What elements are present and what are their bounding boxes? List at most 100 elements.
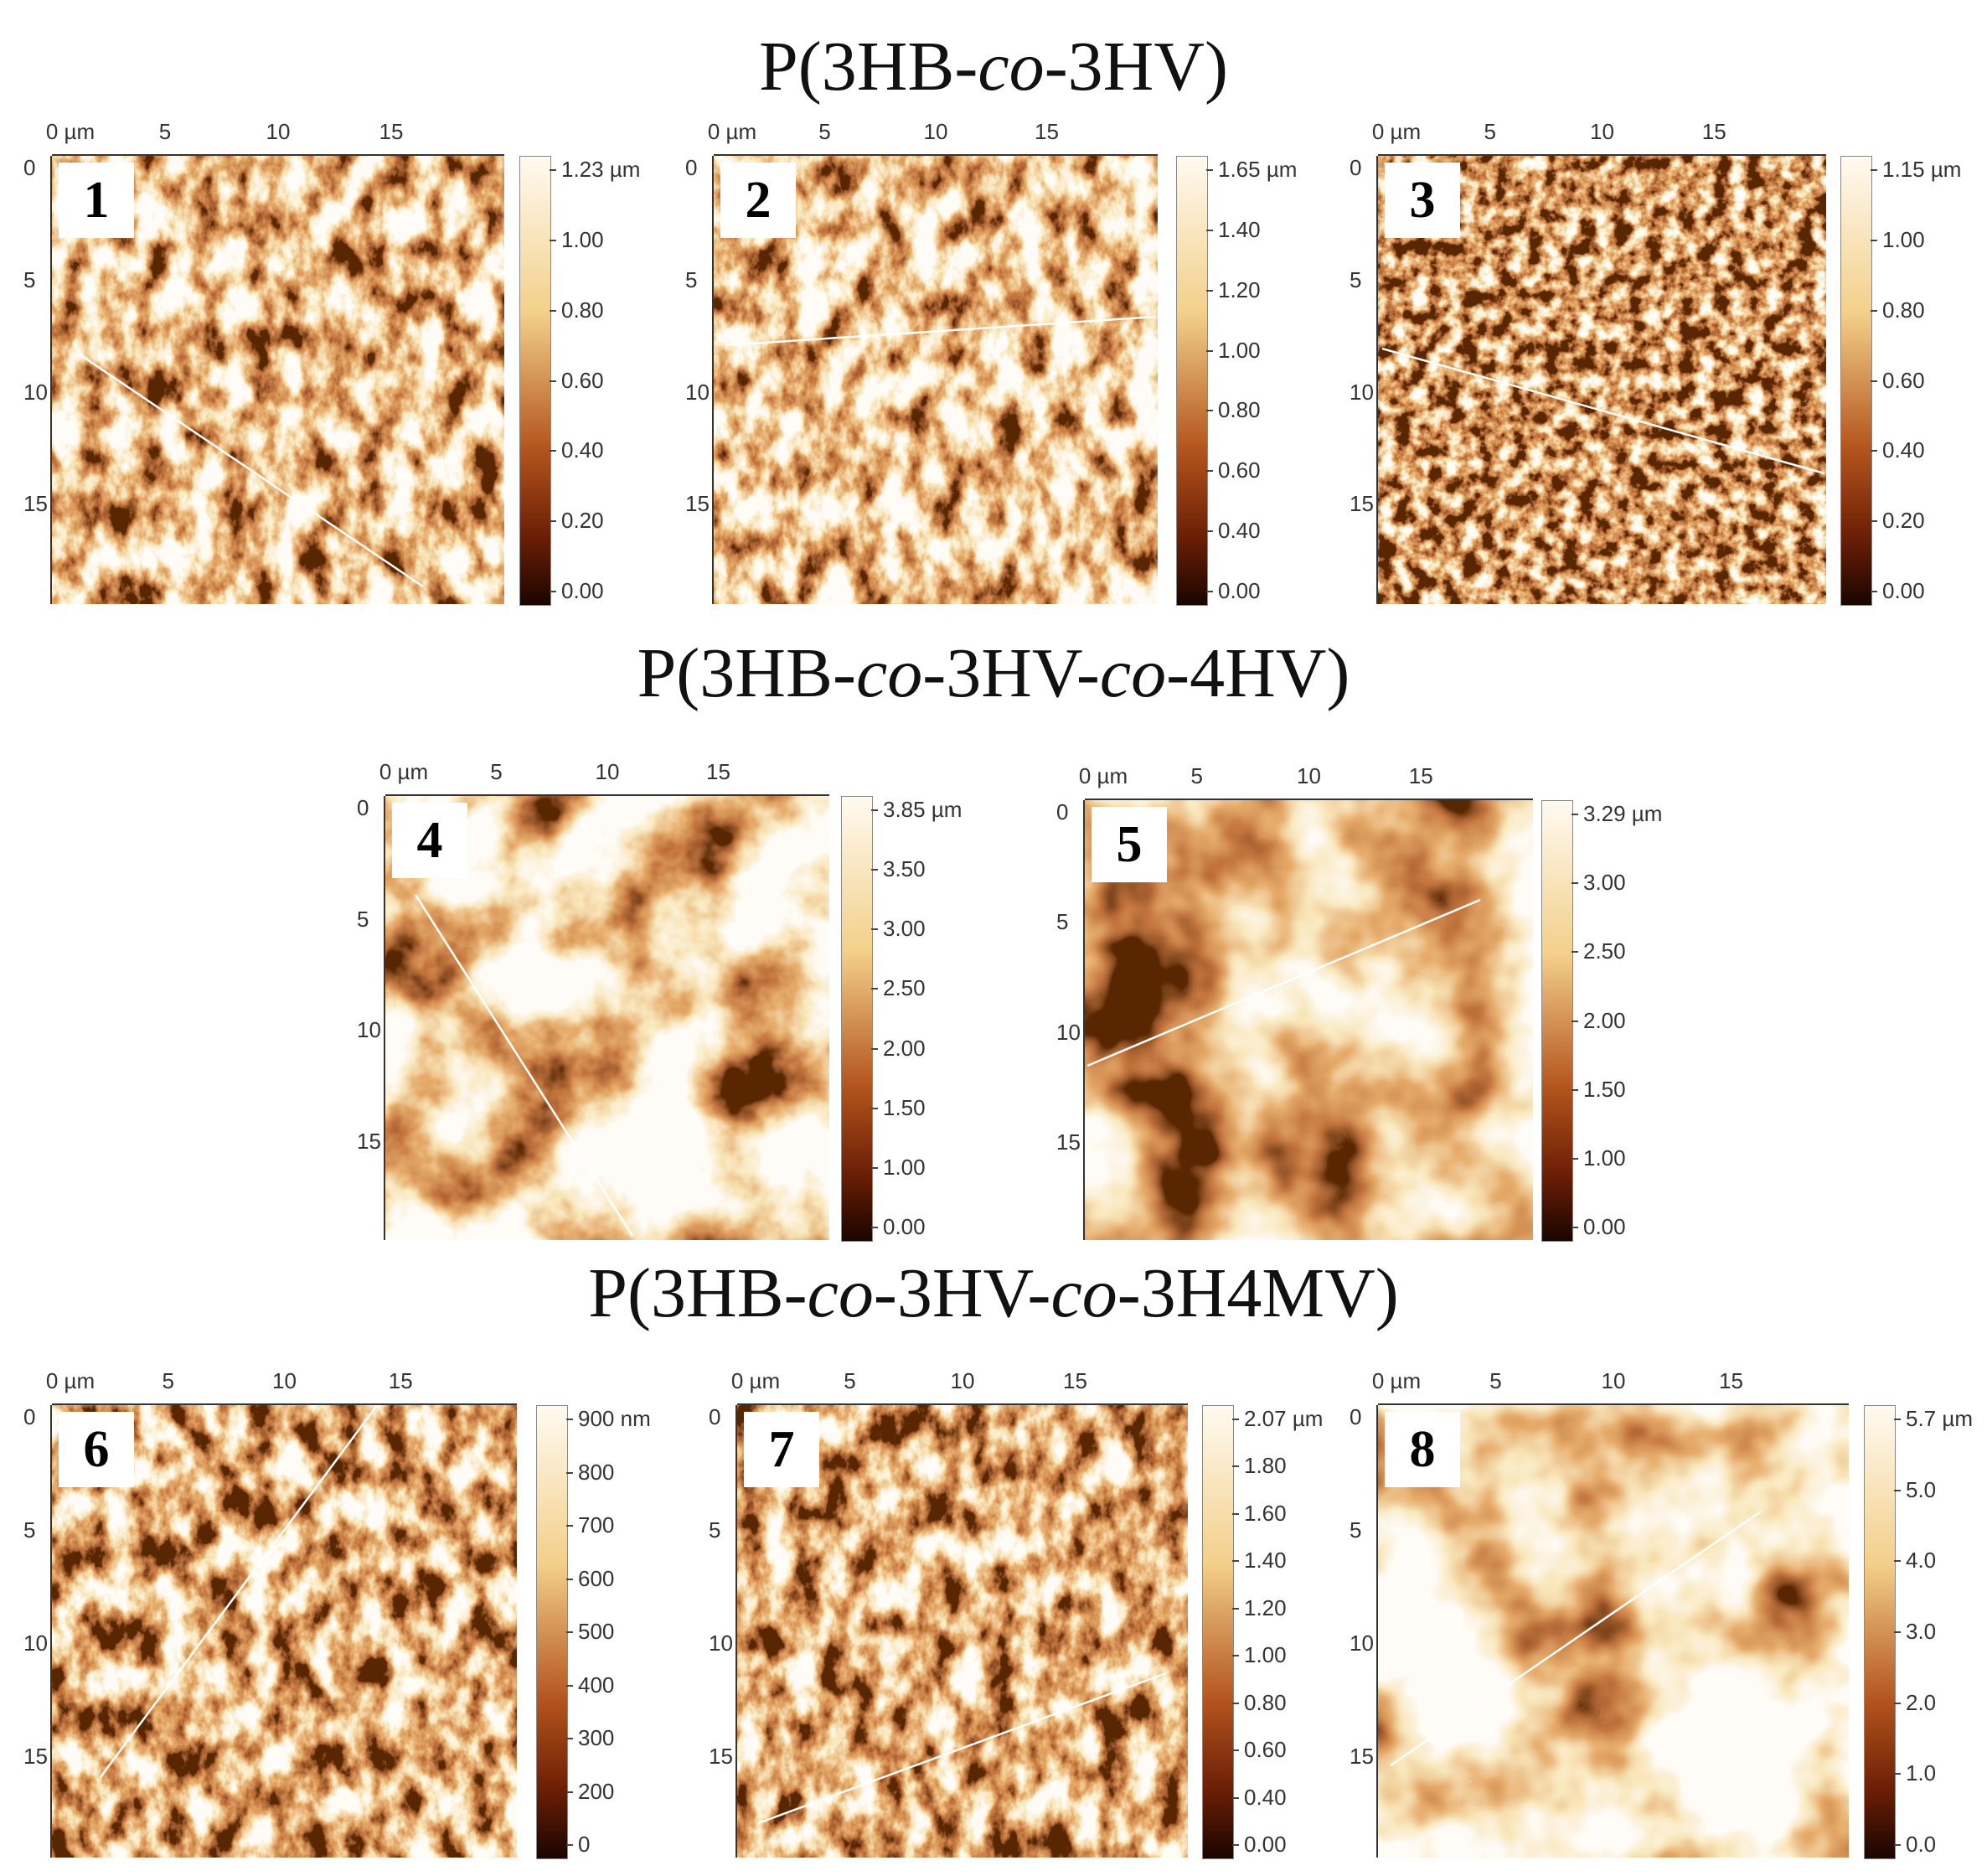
colorbar-tick (1206, 169, 1213, 171)
colorbar-label: 1.00 (1882, 226, 1925, 252)
colorbar-label: 0.40 (1882, 437, 1925, 463)
colorbar-label: 700 (578, 1512, 615, 1537)
group-title-3: P(3HB-co-3HV-co-3H4MV) (0, 1258, 1987, 1329)
colorbar-tick (566, 1471, 573, 1474)
panel-number-label: 2 (720, 163, 796, 238)
colorbar-label: 1.50 (1583, 1076, 1626, 1102)
y-tick-label: 10 (709, 1631, 733, 1656)
x-tick-label: 15 (1408, 763, 1433, 788)
panel-number-label: 3 (1385, 163, 1460, 238)
colorbar-tick (1232, 1607, 1239, 1610)
colorbar-label: 1.65 µm (1218, 157, 1298, 182)
profile-line (79, 353, 424, 588)
y-tick-label: 15 (357, 1128, 381, 1154)
colorbar-tick (871, 869, 878, 871)
colorbar-tick (1871, 169, 1877, 171)
colorbar-label: 0.80 (1218, 397, 1261, 423)
x-axis-line (714, 154, 1158, 156)
x-tick-label: 10 (923, 119, 948, 144)
y-tick-label: 10 (685, 379, 710, 405)
y-tick-label: 15 (709, 1744, 733, 1769)
x-tick-label: 10 (1297, 763, 1321, 788)
colorbar-label: 1.00 (561, 226, 604, 252)
colorbar-tick (1206, 470, 1213, 473)
colorbar (1202, 1405, 1234, 1859)
colorbar-tick (566, 1419, 573, 1420)
y-tick-label: 15 (1350, 1744, 1374, 1769)
profile-line (1381, 347, 1825, 475)
x-tick-label: 15 (388, 1368, 413, 1393)
colorbar-tick (1871, 520, 1877, 523)
y-axis-line (50, 1405, 52, 1858)
x-tick-label: 5 (1489, 1368, 1502, 1393)
colorbar-label: 0.20 (1882, 508, 1925, 534)
colorbar-tick (1871, 450, 1877, 452)
x-tick-label: 0 µm (45, 1368, 95, 1393)
colorbar-tick (566, 1684, 573, 1687)
colorbar-label: 0.80 (1244, 1689, 1287, 1715)
colorbar-label: 1.0 (1906, 1760, 1937, 1786)
colorbar-label: 1.15 µm (1882, 157, 1962, 182)
colorbar-tick (1232, 1844, 1239, 1846)
x-tick-label: 15 (379, 119, 404, 144)
colorbar-tick (550, 380, 556, 382)
colorbar-label: 5.7 µm (1906, 1406, 1974, 1431)
y-tick-label: 10 (23, 1631, 48, 1656)
colorbar-label: 0.60 (561, 367, 604, 393)
colorbar-tick (871, 988, 878, 990)
colorbar-tick (566, 1791, 573, 1793)
title-part-italic: co (855, 634, 923, 712)
colorbar-label: 1.20 (1244, 1594, 1287, 1620)
y-tick-label: 0 (357, 795, 369, 820)
x-axis-line (52, 1403, 517, 1405)
panel-number-label: 5 (1092, 807, 1167, 882)
x-axis-line (1378, 1403, 1849, 1405)
y-tick-label: 10 (1350, 1631, 1374, 1656)
x-tick-label: 15 (1035, 119, 1059, 144)
colorbar-label: 1.00 (883, 1154, 926, 1180)
y-tick-label: 5 (709, 1517, 721, 1543)
colorbar-tick (871, 1107, 878, 1109)
colorbar-tick (1894, 1773, 1901, 1775)
panel-number-label: 6 (59, 1412, 134, 1487)
colorbar-tick (871, 1047, 878, 1050)
colorbar-tick (871, 809, 878, 811)
colorbar-label: 2.07 µm (1244, 1406, 1324, 1431)
y-axis-line (50, 156, 52, 604)
x-tick-label: 0 µm (730, 1368, 781, 1393)
colorbar-tick (1572, 1227, 1578, 1228)
colorbar-tick (1232, 1702, 1239, 1704)
x-tick-label: 0 µm (45, 119, 95, 144)
colorbar-tick (1572, 1157, 1578, 1160)
x-tick-label: 10 (272, 1368, 297, 1393)
x-tick-label: 0 µm (1371, 1368, 1422, 1393)
x-tick-label: 0 µm (1371, 119, 1422, 144)
title-part: -4HV) (1166, 634, 1350, 712)
colorbar-tick (871, 1166, 878, 1169)
colorbar-tick (1572, 814, 1578, 815)
colorbar-tick (1206, 229, 1213, 231)
colorbar-label: 1.50 (883, 1094, 926, 1120)
x-tick-label: 0 µm (1078, 763, 1128, 788)
panel-number-label: 7 (744, 1412, 819, 1487)
y-tick-label: 0 (23, 1404, 36, 1429)
profile-line (725, 315, 1157, 347)
y-tick-label: 0 (23, 155, 36, 180)
x-tick-label: 15 (1063, 1368, 1087, 1393)
y-tick-label: 0 (685, 155, 698, 180)
colorbar-tick (1232, 1419, 1239, 1420)
colorbar-tick (1206, 289, 1213, 292)
colorbar-tick (1232, 1560, 1239, 1563)
colorbar-label: 5.0 (1906, 1476, 1937, 1502)
colorbar-label: 3.00 (883, 916, 926, 942)
y-axis-line (735, 1405, 737, 1858)
x-axis-line (1085, 798, 1533, 800)
y-axis-line (1376, 1405, 1378, 1858)
colorbar-tick (550, 169, 556, 171)
colorbar-label: 0.00 (1244, 1832, 1287, 1857)
colorbar-label: 200 (578, 1778, 615, 1804)
y-tick-label: 15 (685, 491, 710, 517)
colorbar-label: 1.23 µm (561, 157, 641, 182)
colorbar-tick (1871, 591, 1877, 592)
title-part-italic: co (1099, 634, 1167, 712)
